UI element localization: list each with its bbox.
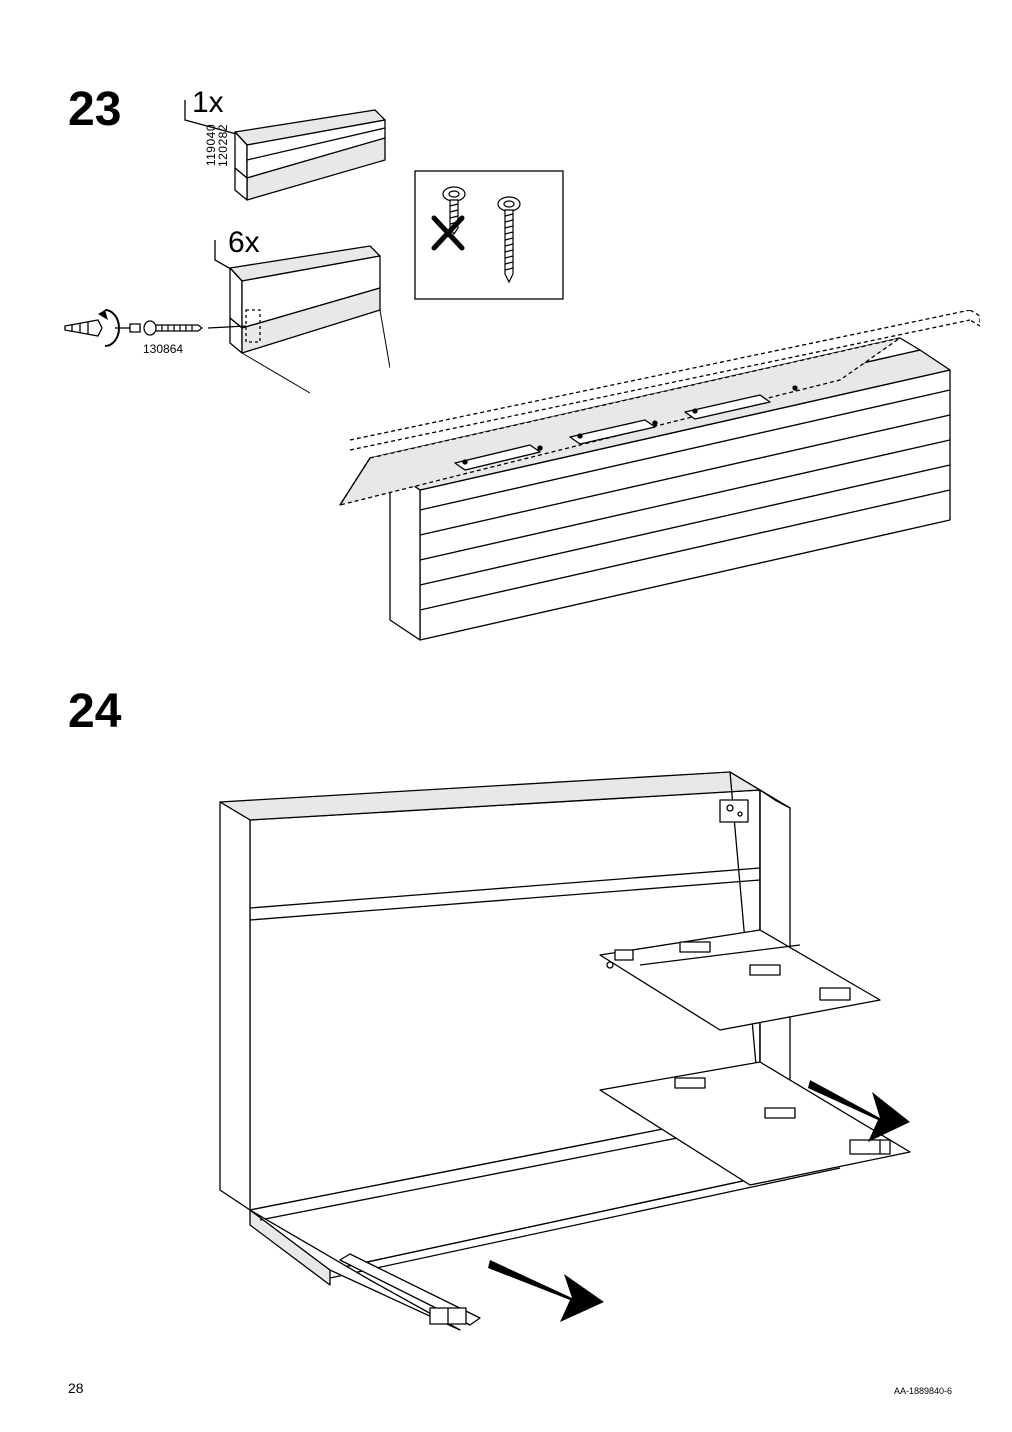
arrow-icon (488, 1260, 604, 1322)
instruction-page: 23 1x 6x 119040 120282 130864 106660 130… (0, 0, 1012, 1432)
document-code: AA-1889840-6 (894, 1386, 952, 1396)
screw-comparison (414, 170, 564, 300)
page-number: 28 (68, 1380, 84, 1396)
step24-main-cabinet (120, 770, 920, 1340)
step-number-24: 24 (68, 684, 121, 739)
step23-main-drawer (280, 310, 980, 670)
handle-detail (175, 90, 395, 230)
step-number-23: 23 (68, 82, 121, 137)
